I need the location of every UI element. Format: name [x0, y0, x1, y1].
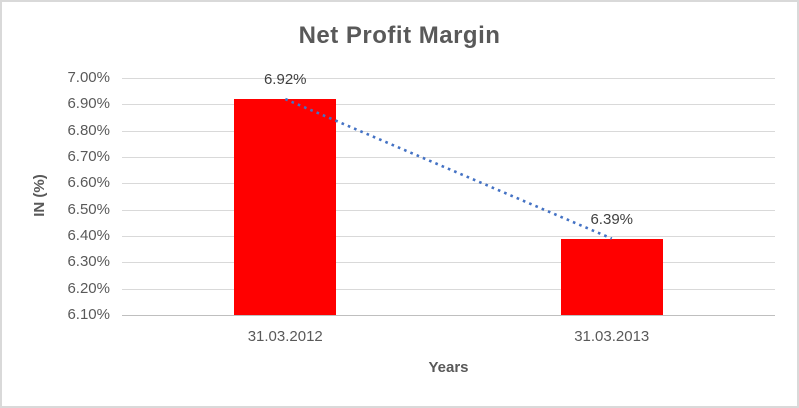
y-tick-label: 7.00%: [67, 69, 110, 86]
x-axis-line: [122, 315, 775, 316]
gridline: [122, 209, 775, 211]
gridline: [122, 104, 775, 106]
x-tick-label: 31.03.2012: [247, 328, 323, 345]
x-axis-tick-labels: 31.03.2012 31.03.2013: [122, 328, 775, 348]
bar-31.03.2013[interactable]: [560, 238, 663, 315]
gridline: [122, 130, 775, 132]
trendline-path[interactable]: [284, 97, 613, 240]
gridline: [122, 78, 775, 79]
gridline: [122, 236, 775, 237]
chart-title: Net Profit Margin: [298, 22, 501, 49]
y-tick-label: 6.80%: [67, 121, 110, 139]
gridline: [122, 183, 775, 185]
y-tick-label: 6.40%: [67, 227, 110, 244]
x-axis-title: Years: [428, 359, 469, 376]
bar-31.03.2012[interactable]: [234, 99, 337, 315]
bar-data-label: 6.39%: [590, 210, 634, 228]
y-tick-label: 6.70%: [67, 148, 110, 165]
gridline: [122, 157, 775, 158]
y-tick-label: 6.10%: [67, 306, 110, 323]
gridline: [122, 288, 775, 290]
y-tick-label: 6.30%: [67, 253, 110, 271]
y-tick-label: 6.20%: [67, 279, 110, 297]
gridline: [122, 262, 775, 264]
trendline[interactable]: [122, 78, 775, 315]
bar-data-label: 6.92%: [263, 71, 307, 89]
y-axis-tick-labels: 7.00% 6.90% 6.80% 6.70% 6.60% 6.50% 6.40% 6.30%…: [2, 69, 110, 323]
y-tick-label: 6.90%: [67, 95, 110, 113]
y-tick-label: 6.60%: [67, 174, 110, 192]
plot-area: 6.92% 6.39%: [122, 71, 775, 316]
y-tick-label: 6.50%: [67, 200, 110, 218]
x-tick-label: 31.03.2013: [574, 328, 650, 345]
